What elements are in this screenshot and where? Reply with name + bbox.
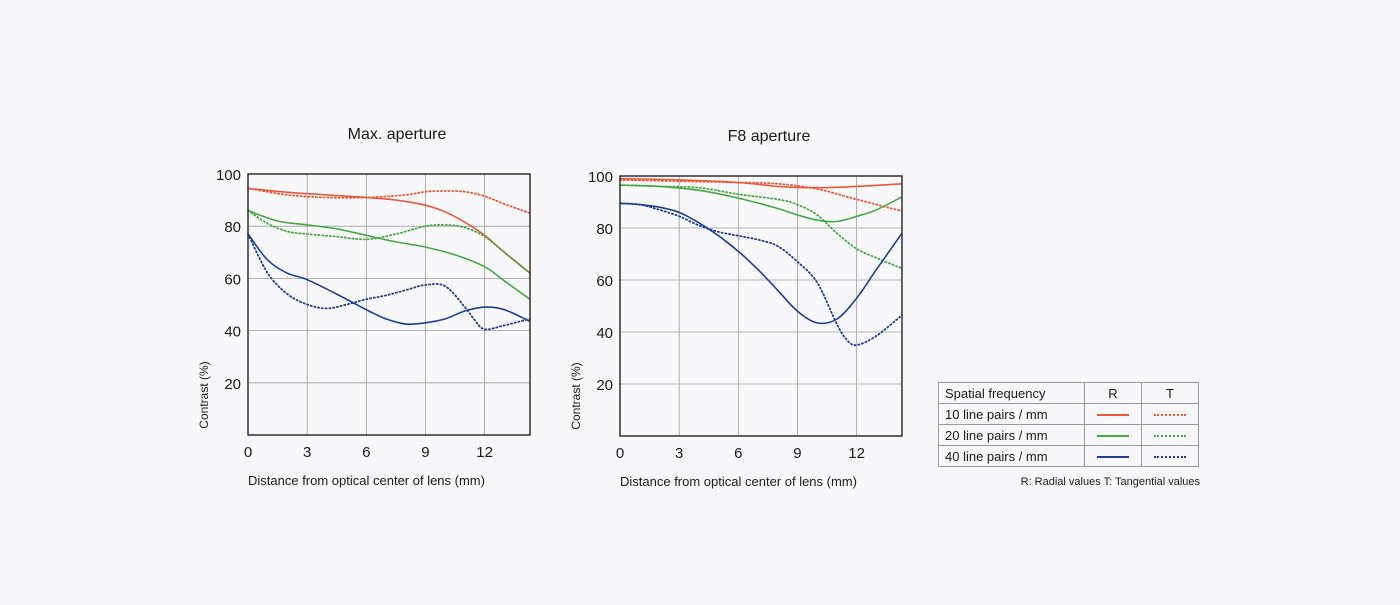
chart1-xtick-label: 12 <box>476 444 493 461</box>
legend-swatch-10-radial <box>1097 414 1129 417</box>
chart1-ytick-label: 80 <box>224 219 241 236</box>
chart1-plot-frame <box>247 173 531 436</box>
chart1-xtick-label: 0 <box>244 444 252 461</box>
chart1-series-lp20-tangential <box>247 209 531 275</box>
chart1-series-lp40-tangential <box>247 233 531 331</box>
legend-label-10: 10 line pairs / mm <box>938 403 1085 425</box>
legend-col-radial: R <box>1084 382 1142 404</box>
legend-swatch-40-tangential <box>1154 456 1186 459</box>
legend-table: Spatial frequency R T 10 line pairs / mm… <box>938 382 1199 467</box>
legend-swatch-20-radial <box>1097 435 1129 438</box>
chart1-series-lp10-tangential <box>247 187 531 215</box>
chart2-xtick-label: 0 <box>616 445 624 462</box>
legend-swatch-10-tangential <box>1154 414 1186 417</box>
chart2-group: 0 3 6 9 12 20 40 60 80 100 F8 aperture Distance fro… <box>569 128 903 489</box>
chart1-series-lp10-radial <box>247 187 531 274</box>
legend-row-20: 20 line pairs / mm <box>938 424 1199 446</box>
chart1-series-lp40-radial <box>247 233 531 326</box>
chart2-ytick-label: 60 <box>596 273 613 290</box>
chart2-ylabel: Contrast (%) <box>569 362 583 429</box>
chart1-ylabel: Contrast (%) <box>197 361 211 428</box>
chart1-xlabel: Distance from optical center of lens (mm… <box>248 473 485 488</box>
chart2-series-lp40-tangential <box>619 202 903 346</box>
legend-header-row: Spatial frequency R T <box>938 382 1199 404</box>
chart2-ytick-label: 20 <box>596 377 613 394</box>
chart2-xtick-label: 12 <box>848 445 865 462</box>
chart1-series-lp20-radial <box>247 209 531 300</box>
chart2-ytick-label: 80 <box>596 221 613 238</box>
chart2-series-lp10-radial <box>619 177 903 189</box>
chart2-series-lp20-tangential <box>619 184 903 270</box>
chart2-series-lp20-radial <box>619 184 903 223</box>
legend-row-10: 10 line pairs / mm <box>938 403 1199 425</box>
chart2-xtick-label: 3 <box>675 445 683 462</box>
chart1-xtick-label: 6 <box>362 444 370 461</box>
legend-header: Spatial frequency <box>938 382 1085 404</box>
legend-label-20: 20 line pairs / mm <box>938 424 1085 446</box>
legend-row-40: 40 line pairs / mm <box>938 445 1199 467</box>
legend-swatch-40-radial <box>1097 456 1129 459</box>
chart2-series-lp40-radial <box>619 202 903 325</box>
legend-col-tangential: T <box>1141 382 1199 404</box>
chart2-ytick-label: 40 <box>596 325 613 342</box>
chart2-ytick-label: 100 <box>588 169 613 186</box>
legend-note: R: Radial values T: Tangential values <box>1020 476 1200 488</box>
chart1-ytick-label: 60 <box>224 271 241 288</box>
chart1-xtick-label: 9 <box>421 444 429 461</box>
chart2-plot-frame <box>619 175 903 437</box>
legend-label-40: 40 line pairs / mm <box>938 445 1085 467</box>
chart1-group: 0 3 6 9 12 20 40 60 80 100 Max. aperture Distance f… <box>197 126 531 488</box>
legend-swatch-20-tangential <box>1154 435 1186 438</box>
chart2-xtick-label: 9 <box>793 445 801 462</box>
chart2-title: F8 aperture <box>728 128 811 145</box>
chart2-xtick-label: 6 <box>734 445 742 462</box>
chart1-title: Max. aperture <box>348 126 447 143</box>
chart1-xtick-label: 3 <box>303 444 311 461</box>
chart1-ytick-label: 40 <box>224 324 241 341</box>
chart1-ytick-label: 20 <box>224 376 241 393</box>
chart2-xlabel: Distance from optical center of lens (mm… <box>620 474 857 489</box>
chart1-ytick-label: 100 <box>216 167 241 184</box>
